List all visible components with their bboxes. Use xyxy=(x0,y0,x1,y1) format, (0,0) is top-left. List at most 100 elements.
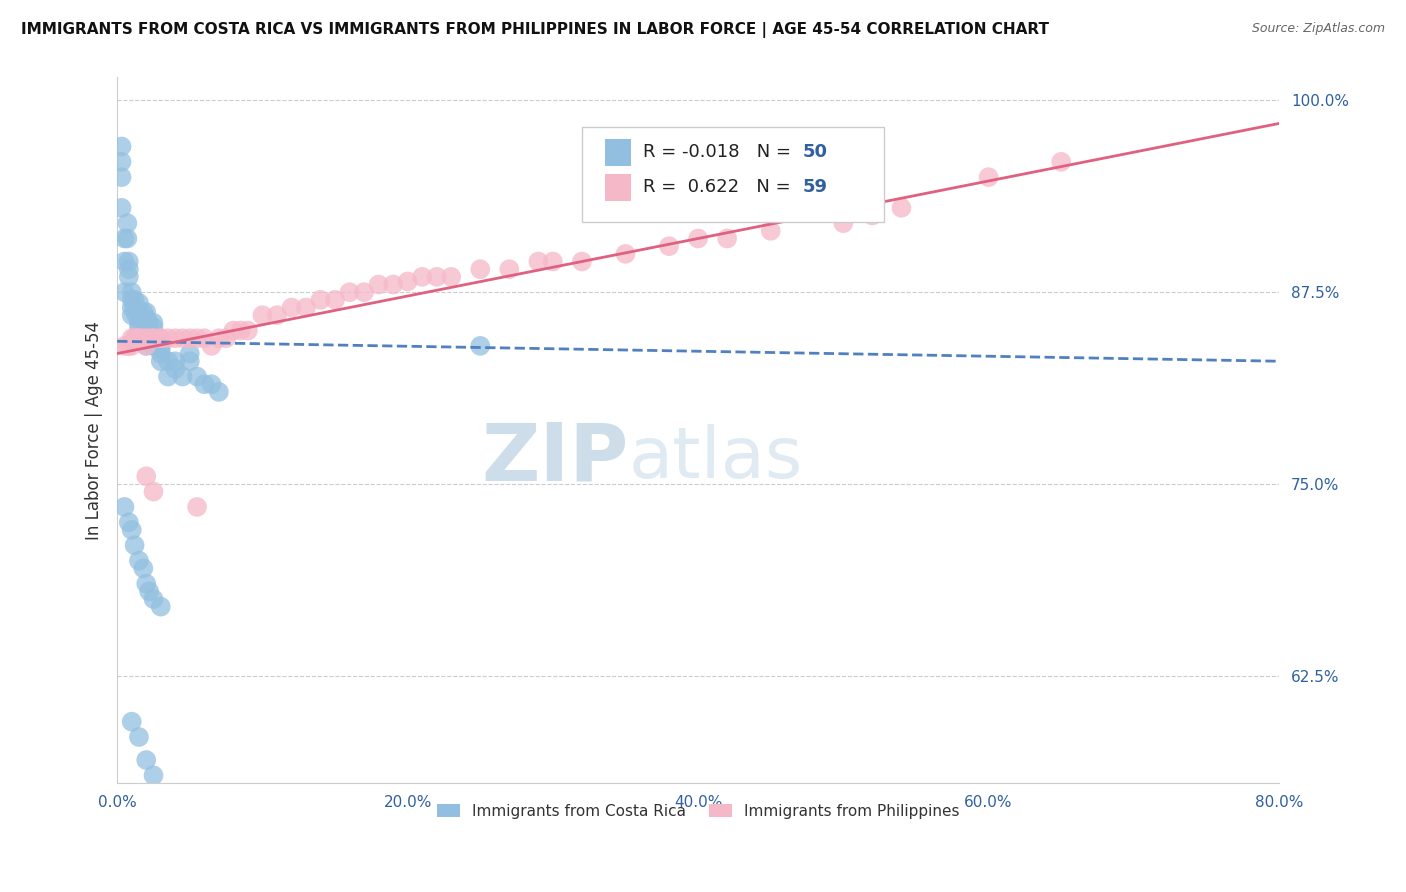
Point xyxy=(149,339,172,353)
Point xyxy=(172,369,194,384)
Text: Source: ZipAtlas.com: Source: ZipAtlas.com xyxy=(1251,22,1385,36)
Point xyxy=(688,231,710,245)
Point xyxy=(149,346,172,360)
Point xyxy=(165,362,187,376)
Point xyxy=(142,484,165,499)
Point xyxy=(142,339,165,353)
Point xyxy=(179,354,201,368)
FancyBboxPatch shape xyxy=(582,127,884,222)
Point xyxy=(186,500,208,514)
Point xyxy=(117,339,139,353)
Point xyxy=(128,331,150,345)
Point xyxy=(132,311,155,326)
Point xyxy=(110,139,132,153)
Point xyxy=(614,247,637,261)
Point xyxy=(142,320,165,334)
Point xyxy=(114,500,136,514)
Point xyxy=(890,201,912,215)
Point xyxy=(110,170,132,185)
Point xyxy=(658,239,681,253)
Point xyxy=(128,320,150,334)
Point xyxy=(179,331,201,345)
Point xyxy=(135,311,157,326)
Point xyxy=(142,331,165,345)
FancyBboxPatch shape xyxy=(605,139,631,166)
Point xyxy=(208,331,231,345)
Point xyxy=(142,316,165,330)
Text: 59: 59 xyxy=(803,178,828,196)
Point xyxy=(124,293,146,307)
Point xyxy=(470,339,492,353)
Point xyxy=(132,561,155,575)
Point xyxy=(135,753,157,767)
Point xyxy=(135,339,157,353)
Point xyxy=(118,339,141,353)
Point xyxy=(135,469,157,483)
Point xyxy=(118,262,141,277)
Point xyxy=(118,269,141,284)
Point xyxy=(135,576,157,591)
Point xyxy=(571,254,593,268)
Point xyxy=(208,384,231,399)
Point xyxy=(411,269,433,284)
Point xyxy=(149,354,172,368)
Legend: Immigrants from Costa Rica, Immigrants from Philippines: Immigrants from Costa Rica, Immigrants f… xyxy=(430,797,966,825)
Point xyxy=(121,331,143,345)
Point xyxy=(339,285,361,300)
Point xyxy=(149,331,172,345)
Point xyxy=(142,331,165,345)
Text: atlas: atlas xyxy=(628,424,803,493)
Point xyxy=(128,311,150,326)
Point xyxy=(309,293,332,307)
Point xyxy=(186,331,208,345)
Point xyxy=(114,231,136,245)
Point xyxy=(121,339,143,353)
Point xyxy=(128,730,150,744)
Point xyxy=(138,331,160,345)
Point xyxy=(124,301,146,315)
Point xyxy=(280,301,302,315)
Point xyxy=(215,331,238,345)
Point xyxy=(186,369,208,384)
Text: 50: 50 xyxy=(803,143,828,161)
Point xyxy=(132,305,155,319)
Point xyxy=(716,231,738,245)
Point xyxy=(266,308,288,322)
Point xyxy=(110,201,132,215)
Point xyxy=(252,308,274,322)
Point xyxy=(172,331,194,345)
Point xyxy=(132,331,155,345)
Point xyxy=(125,308,148,322)
Point xyxy=(128,331,150,345)
FancyBboxPatch shape xyxy=(605,174,631,201)
Point xyxy=(117,231,139,245)
Text: R = -0.018   N =: R = -0.018 N = xyxy=(644,143,797,161)
Point xyxy=(128,554,150,568)
Point xyxy=(353,285,375,300)
Point xyxy=(236,324,259,338)
Point xyxy=(149,342,172,356)
Point xyxy=(118,254,141,268)
Point xyxy=(142,768,165,782)
Point xyxy=(135,331,157,345)
Point xyxy=(165,331,187,345)
Point xyxy=(110,154,132,169)
Point xyxy=(157,369,180,384)
Point xyxy=(121,301,143,315)
Point xyxy=(124,538,146,552)
Point xyxy=(121,714,143,729)
Text: ZIP: ZIP xyxy=(481,419,628,498)
Point xyxy=(157,331,180,345)
Point xyxy=(527,254,550,268)
Point xyxy=(117,216,139,230)
Point xyxy=(121,293,143,307)
Point xyxy=(977,170,1000,185)
Point xyxy=(128,305,150,319)
Point xyxy=(149,599,172,614)
Point xyxy=(440,269,463,284)
Point xyxy=(222,324,245,338)
Point xyxy=(125,331,148,345)
Point xyxy=(396,275,419,289)
Point xyxy=(470,262,492,277)
Point xyxy=(498,262,520,277)
